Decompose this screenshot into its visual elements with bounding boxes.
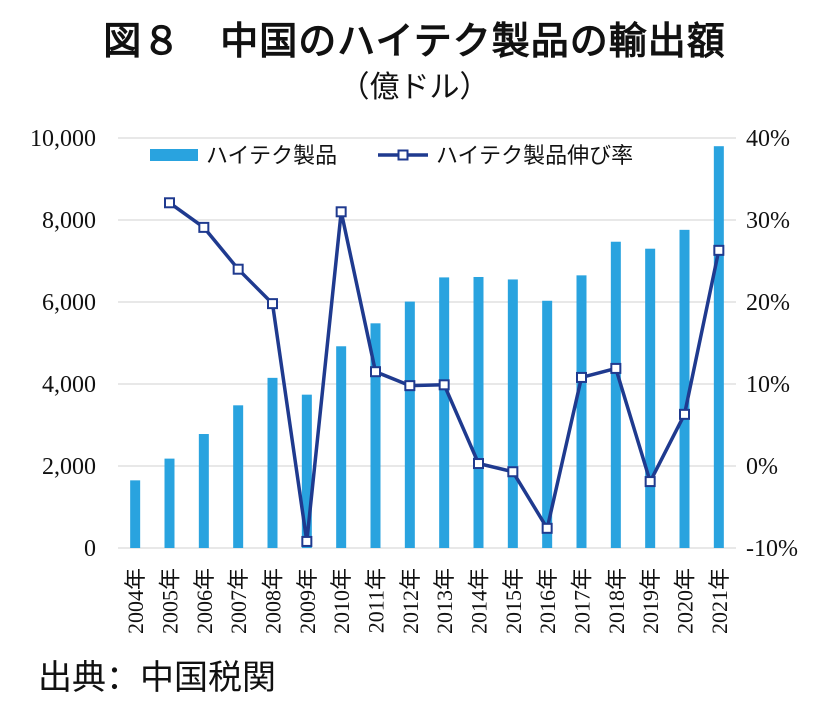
legend: ハイテク製品 ハイテク製品伸び率	[150, 143, 633, 168]
x-tick-label: 2014年	[467, 568, 492, 634]
x-tick-label: 2018年	[604, 568, 629, 634]
line-point	[267, 298, 278, 310]
legend-bar-label: ハイテク製品	[206, 143, 337, 168]
x-tick-label: 2019年	[638, 568, 663, 634]
bar	[233, 405, 244, 548]
x-tick-label: 2016年	[535, 568, 560, 634]
right-tick-label: 10%	[746, 372, 790, 398]
line-point	[370, 366, 381, 378]
legend-bar-swatch	[150, 149, 198, 161]
right-tick-label: 20%	[746, 290, 790, 316]
bar	[336, 346, 347, 548]
bar	[267, 377, 278, 548]
chart-subtitle: （億ドル）	[339, 70, 490, 105]
growth-rate-markers	[164, 197, 725, 547]
line-point	[473, 458, 484, 470]
right-tick-label: 40%	[746, 126, 790, 152]
x-tick-label: 2009年	[295, 568, 320, 634]
bar	[610, 241, 621, 549]
x-tick-label: 2005年	[158, 568, 183, 634]
left-axis-ticks: 0 2,000 4,000 6,000 8,000 10,000	[30, 126, 96, 562]
x-tick-label: 2012年	[398, 568, 423, 634]
line-point	[644, 476, 656, 488]
bar	[473, 276, 484, 548]
bar	[507, 279, 518, 548]
bar	[370, 323, 381, 548]
bar	[130, 480, 141, 548]
bar	[439, 277, 450, 548]
bar	[576, 275, 587, 548]
x-tick-label: 2011年	[364, 568, 389, 633]
line-point	[679, 408, 690, 420]
x-tick-label: 2021年	[707, 568, 732, 634]
x-tick-label: 2010年	[329, 568, 354, 634]
source-note: 出典：中国税関	[38, 658, 276, 698]
x-tick-label: 2008年	[261, 568, 286, 634]
right-tick-label: 30%	[746, 208, 790, 234]
right-axis-ticks: -10% 0% 10% 20% 30% 40%	[746, 126, 798, 562]
x-tick-label: 2007年	[226, 568, 251, 634]
x-tick-label: 2015年	[501, 568, 526, 634]
bar	[404, 301, 415, 548]
line-point	[541, 522, 553, 534]
x-tick-label: 2006年	[192, 568, 217, 634]
left-tick-label: 8,000	[42, 208, 96, 234]
x-tick-label: 2013年	[432, 568, 457, 634]
x-axis-ticks: 2004年 2005年 2006年 2007年 2008年 2009年 2010年 2011年…	[123, 568, 732, 634]
line-point	[610, 362, 622, 374]
line-point	[576, 371, 587, 383]
line-point	[335, 206, 347, 218]
x-tick-label: 2017年	[570, 568, 595, 634]
left-tick-label: 0	[84, 536, 96, 562]
bar	[679, 229, 690, 548]
legend-line-marker	[397, 149, 409, 161]
chart: 0 2,000 4,000 6,000 8,000 10,000 -10% 0% 10% 20%…	[30, 126, 798, 634]
right-tick-label: 0%	[746, 454, 778, 480]
chart-title: 図８ 中国のハイテク製品の輸出額	[103, 19, 726, 63]
bar	[542, 300, 553, 548]
bar	[645, 248, 656, 548]
x-tick-label: 2004年	[123, 568, 148, 634]
line-point	[198, 221, 210, 233]
bar-series	[130, 146, 724, 549]
bar	[198, 434, 209, 548]
bar	[713, 146, 724, 548]
bar	[164, 458, 175, 548]
legend-line-label: ハイテク製品伸び率	[436, 143, 633, 168]
left-tick-label: 4,000	[42, 372, 96, 398]
left-tick-label: 6,000	[42, 290, 96, 316]
line-point	[713, 244, 725, 256]
gridlines	[118, 137, 736, 549]
line-point	[232, 263, 244, 275]
bar	[301, 394, 312, 548]
left-tick-label: 2,000	[42, 454, 96, 480]
line-point	[438, 379, 450, 391]
line-point	[301, 535, 313, 547]
line-point	[404, 380, 416, 392]
line-point	[164, 197, 175, 209]
line-point	[507, 466, 519, 478]
left-tick-label: 10,000	[30, 126, 96, 152]
x-tick-label: 2020年	[673, 568, 698, 634]
right-tick-label: -10%	[746, 536, 798, 562]
